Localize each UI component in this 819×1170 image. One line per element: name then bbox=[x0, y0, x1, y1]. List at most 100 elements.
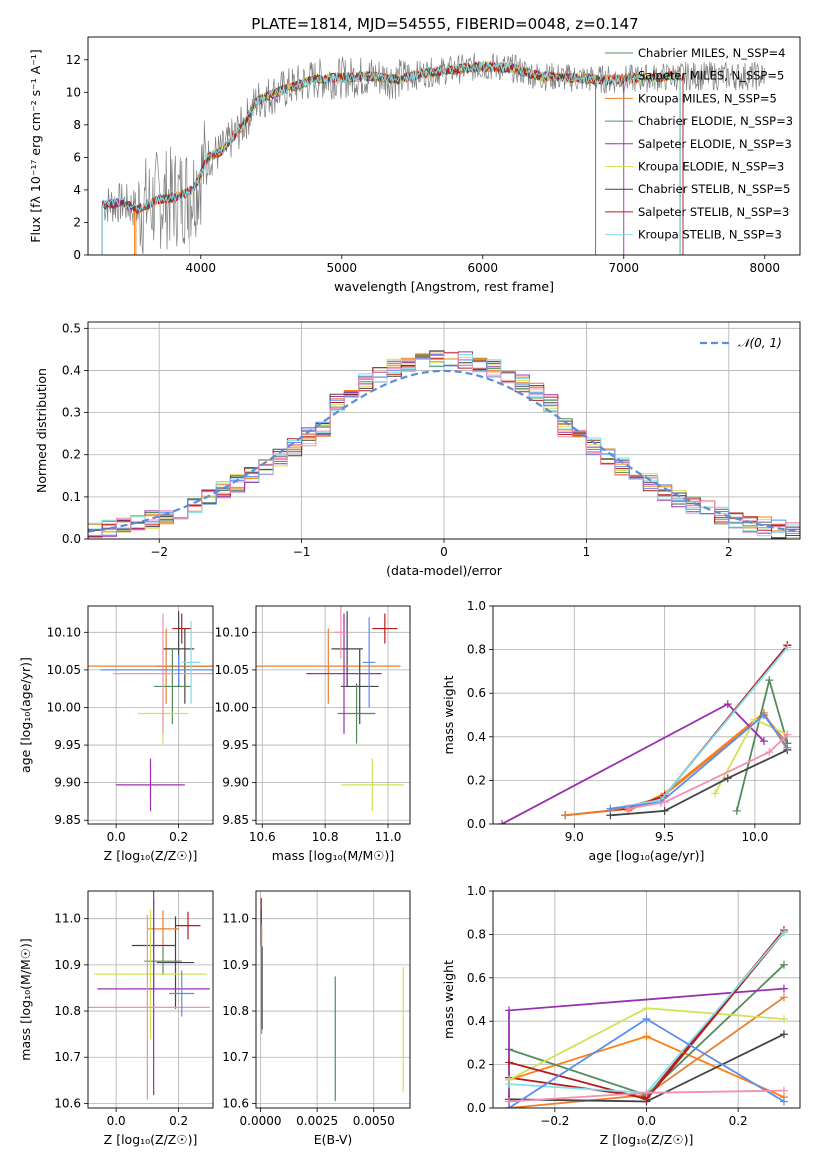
x-tick-label: 11.0 bbox=[375, 830, 402, 844]
y-tick-label: 4 bbox=[73, 183, 81, 197]
y-tick-label: 10.7 bbox=[222, 1050, 249, 1064]
mass-weight-marker bbox=[642, 1015, 651, 1024]
age-vs-Z-x-axis-label: Z [log₁₀(Z/Z☉)] bbox=[104, 848, 198, 863]
x-tick-label: 0 bbox=[440, 545, 448, 559]
weight-vs-Z-y-axis-label: mass weight bbox=[441, 960, 456, 1039]
y-tick-label: 0.6 bbox=[467, 686, 486, 700]
x-tick-label: 0.0 bbox=[637, 1114, 656, 1128]
mass-weight-line bbox=[610, 646, 789, 810]
mass-weight-marker bbox=[505, 1058, 514, 1067]
y-tick-label: 10 bbox=[66, 85, 81, 99]
x-tick-label: 6000 bbox=[467, 261, 498, 275]
y-tick-label: 1.0 bbox=[467, 599, 486, 613]
residual-histogram-line bbox=[88, 352, 800, 536]
plot-frame bbox=[87, 605, 214, 825]
y-tick-label: 2 bbox=[73, 215, 81, 229]
x-tick-label: 0.0050 bbox=[353, 1114, 395, 1128]
y-tick-label: 0.2 bbox=[62, 448, 81, 462]
x-tick-label: 10.6 bbox=[249, 830, 276, 844]
plot-frame bbox=[87, 321, 801, 540]
mass-weight-marker bbox=[642, 1004, 651, 1013]
age-vs-Z-axes: 0.0 0.2 9.85 9.90 9.95 10.00 10.05 10.10 Z [log₁… bbox=[18, 606, 213, 863]
mass-weight-marker bbox=[779, 984, 788, 993]
y-tick-label: 1.0 bbox=[467, 884, 486, 898]
y-tick-label: 0.6 bbox=[467, 971, 486, 985]
mass-weight-line bbox=[628, 733, 789, 810]
weight-vs-age-marks bbox=[498, 641, 792, 824]
x-tick-label: −0.2 bbox=[540, 1114, 569, 1128]
model-spectrum-line bbox=[101, 60, 680, 212]
mass-weight-marker bbox=[561, 811, 570, 820]
weight-vs-age-x-axis-label: age [log₁₀(age/yr)] bbox=[589, 848, 705, 863]
mass-weight-marker bbox=[779, 1086, 788, 1095]
data-spectrum-line bbox=[103, 52, 766, 254]
normal-reference-curve bbox=[88, 369, 800, 533]
mass-weight-marker bbox=[505, 1097, 514, 1106]
y-tick-label: 11.0 bbox=[54, 912, 81, 926]
mass-vs-EBV-x-axis-label: E(B-V) bbox=[314, 1132, 353, 1147]
y-tick-label: 0.4 bbox=[62, 363, 81, 377]
y-tick-label: 10.00 bbox=[47, 700, 81, 714]
x-tick-label: −1 bbox=[293, 545, 311, 559]
mass-weight-marker bbox=[783, 643, 792, 652]
x-tick-label: 10.0 bbox=[741, 830, 768, 844]
y-tick-label: 11.0 bbox=[222, 912, 249, 926]
y-tick-label: 10.7 bbox=[54, 1050, 81, 1064]
y-tick-label: 10.00 bbox=[215, 700, 249, 714]
y-tick-label: 0.2 bbox=[467, 1058, 486, 1072]
model-spectrum-line bbox=[134, 60, 684, 214]
x-tick-label: 7000 bbox=[608, 261, 639, 275]
y-tick-label: 9.90 bbox=[222, 776, 249, 790]
plot-frame bbox=[87, 36, 801, 256]
y-tick-label: 0.5 bbox=[62, 321, 81, 335]
y-tick-label: 12 bbox=[66, 53, 81, 67]
weight-vs-Z-x-axis-label: Z [log₁₀(Z/Z☉)] bbox=[600, 1132, 694, 1147]
y-tick-label: 0.8 bbox=[467, 927, 486, 941]
age-vs-mass-x-axis-label: mass [log₁₀(M/M☉)] bbox=[272, 848, 394, 863]
y-tick-label: 9.95 bbox=[54, 738, 81, 752]
y-tick-label: 9.85 bbox=[54, 813, 81, 827]
x-tick-label: −2 bbox=[150, 545, 168, 559]
mass-weight-marker bbox=[765, 676, 774, 685]
y-tick-label: 9.85 bbox=[222, 813, 249, 827]
mass-weight-line bbox=[628, 644, 789, 810]
y-tick-label: 10.10 bbox=[47, 625, 81, 639]
age-vs-Z-y-axis-label: age [log₁₀(age/yr)] bbox=[18, 657, 33, 773]
residuals-axes: −2 −1 0 1 2 0.0 0.1 0.2 0.3 0.4 0.5 (data-model)/er… bbox=[34, 321, 800, 578]
plot-frame bbox=[255, 890, 411, 1109]
y-tick-label: 9.95 bbox=[222, 738, 249, 752]
y-tick-label: 10.8 bbox=[54, 1004, 81, 1018]
mass-weight-marker bbox=[783, 743, 792, 752]
y-tick-label: 0.0 bbox=[467, 1101, 486, 1115]
x-tick-label: 2 bbox=[725, 545, 733, 559]
model-spectrum-line bbox=[101, 61, 680, 212]
legend-entry: Kroupa MILES, N_SSP=5 bbox=[638, 91, 777, 105]
y-tick-label: 8 bbox=[73, 118, 81, 132]
y-tick-label: 10.9 bbox=[54, 958, 81, 972]
y-tick-label: 9.90 bbox=[54, 776, 81, 790]
x-tick-label: 1 bbox=[583, 545, 591, 559]
mass-vs-EBV-marks bbox=[260, 897, 404, 1102]
y-tick-label: 0 bbox=[73, 248, 81, 262]
y-tick-label: 0.4 bbox=[467, 730, 486, 744]
mass-weight-marker bbox=[642, 1032, 651, 1041]
mass-weight-marker bbox=[723, 774, 732, 783]
mass-weight-marker bbox=[765, 748, 774, 757]
x-tick-label: 5000 bbox=[327, 261, 358, 275]
model-spectrum-line bbox=[101, 60, 680, 212]
y-tick-label: 0.8 bbox=[467, 643, 486, 657]
y-tick-label: 0.3 bbox=[62, 406, 81, 420]
x-tick-label: 9.5 bbox=[655, 830, 674, 844]
legend-entry: Chabrier STELIB, N_SSP=5 bbox=[638, 182, 790, 196]
mass-vs-EBV-axes: 0.0000 0.0025 0.0050 10.6 10.7 10.8 10.9 11.0 E(… bbox=[222, 891, 410, 1147]
mass-weight-marker bbox=[779, 1015, 788, 1024]
y-tick-label: 0.2 bbox=[467, 773, 486, 787]
mass-weight-marker bbox=[505, 1006, 514, 1015]
y-tick-label: 10.8 bbox=[222, 1004, 249, 1018]
residuals-legend: 𝒩(0, 1) bbox=[700, 336, 782, 350]
y-tick-label: 0.0 bbox=[62, 532, 81, 546]
mass-weight-marker bbox=[779, 993, 788, 1002]
mass-weight-marker bbox=[759, 711, 768, 719]
y-tick-label: 10.05 bbox=[47, 663, 81, 677]
legend-entry: 𝒩(0, 1) bbox=[738, 336, 782, 350]
